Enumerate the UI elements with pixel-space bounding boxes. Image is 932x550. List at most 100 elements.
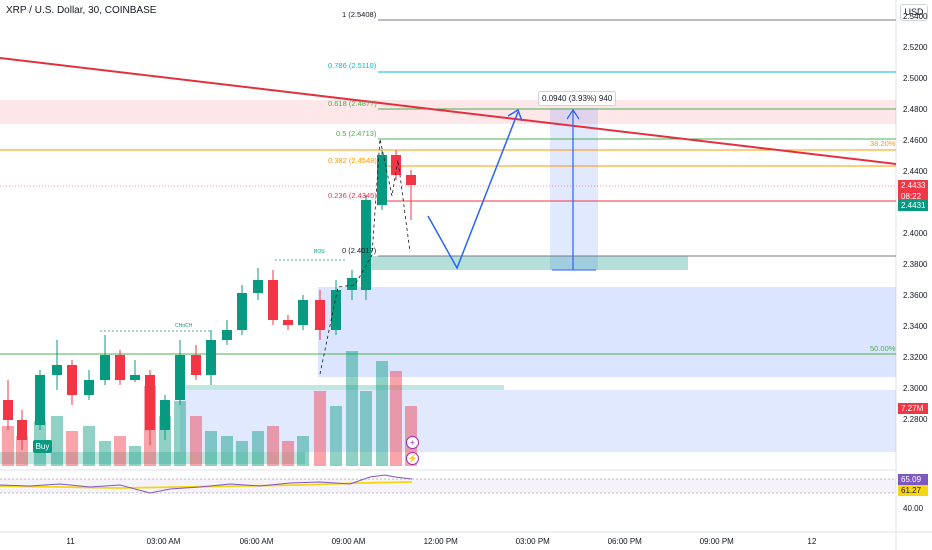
volume-bar xyxy=(2,426,14,466)
volume-badge: 7.27M xyxy=(898,403,928,414)
volume-bar xyxy=(16,436,28,466)
volume-bar xyxy=(252,431,264,466)
price-tick: 2.3200 xyxy=(903,353,928,362)
candle-body xyxy=(315,300,325,330)
fib-label-1: 1 (2.5408) xyxy=(342,10,377,19)
candle-body xyxy=(206,340,216,375)
candle-body xyxy=(175,355,185,400)
rsi-ma-badge: 61.27 xyxy=(898,485,928,496)
volume-bar xyxy=(114,436,126,466)
candle-body xyxy=(283,320,293,325)
candle-body xyxy=(67,365,77,395)
candle-body xyxy=(377,155,387,205)
volume-bar xyxy=(390,371,402,466)
price-tick: 2.4000 xyxy=(903,229,928,238)
volume-bar xyxy=(190,416,202,466)
measure-info-box: 0.0940 (3.93%) 940 xyxy=(538,91,617,106)
candle-body xyxy=(100,355,110,380)
price-tick: 2.2800 xyxy=(903,415,928,424)
demand-zone-lower xyxy=(180,390,896,452)
price-tick: 2.5000 xyxy=(903,74,928,83)
bid-price-badge: 2.4431 xyxy=(898,200,928,211)
rsi-axis-tick: 40.00 xyxy=(903,504,924,513)
time-tick: 12:00 PM xyxy=(423,537,458,546)
candle-body xyxy=(253,280,263,293)
price-tick: 2.5400 xyxy=(903,12,928,21)
symbol-title[interactable]: XRP / U.S. Dollar, 30, COINBASE xyxy=(6,5,157,16)
candle-body xyxy=(298,300,308,325)
fib-label-0382: 0.382 (2.4548) xyxy=(328,156,377,165)
rsi-badge: 65.09 xyxy=(898,474,928,485)
demand-zone-large xyxy=(318,287,896,377)
time-tick: 09:00 PM xyxy=(699,537,734,546)
candle-body xyxy=(35,375,45,425)
price-tick: 2.3400 xyxy=(903,322,928,331)
candle-body xyxy=(391,155,401,175)
plus-icon[interactable]: + xyxy=(406,436,419,449)
fib-label-0236: 0.236 (2.4345) xyxy=(328,191,377,200)
volume-bar xyxy=(99,441,111,466)
bos-label: BOS xyxy=(314,249,325,255)
candle-body xyxy=(130,375,140,380)
candle-body xyxy=(52,365,62,375)
measure-range xyxy=(550,108,598,270)
candle-body xyxy=(331,290,341,330)
volume-bar xyxy=(129,446,141,466)
lightning-icon[interactable]: ⚡ xyxy=(406,452,419,465)
price-tick: 2.4600 xyxy=(903,136,928,145)
volume-bar xyxy=(297,436,309,466)
price-tick: 2.4400 xyxy=(903,167,928,176)
fib-label-0786: 0.786 (2.5110) xyxy=(328,61,377,70)
volume-bar xyxy=(376,361,388,466)
price-tick: 2.3000 xyxy=(903,384,928,393)
price-tick: 2.5200 xyxy=(903,43,928,52)
candle-body xyxy=(361,200,371,290)
time-tick: 06:00 PM xyxy=(607,537,642,546)
projection-arrowhead xyxy=(507,108,523,122)
currency-button[interactable]: USD xyxy=(900,4,928,21)
choch-label: CHoCH xyxy=(175,323,193,329)
price-tick: 2.3800 xyxy=(903,260,928,269)
time-tick: 09:00 AM xyxy=(331,537,366,546)
time-tick: 12 xyxy=(807,537,817,546)
volume-bar xyxy=(66,431,78,466)
zigzag-pattern xyxy=(319,138,411,375)
volume-bar xyxy=(83,426,95,466)
fib-label-05: 0.5 (2.4713) xyxy=(336,129,377,138)
candle-body xyxy=(115,355,125,380)
descending-trendline xyxy=(0,57,897,165)
volume-bar xyxy=(236,441,248,466)
candle-body xyxy=(406,175,416,185)
volume-bar xyxy=(360,391,372,466)
volume-bar xyxy=(346,351,358,466)
volume-bar xyxy=(221,436,233,466)
fib-label-0618: 0.618 (2.4877) xyxy=(328,99,377,108)
candle-body xyxy=(222,330,232,340)
time-tick: 03:00 AM xyxy=(146,537,181,546)
volume-bar xyxy=(282,441,294,466)
candle-body xyxy=(160,400,170,430)
bullish-fvg-zone xyxy=(0,452,305,464)
countdown-badge: 08:22 xyxy=(898,191,928,202)
volume-bar xyxy=(174,401,186,466)
candle-body xyxy=(145,375,155,430)
price-tick: 2.3600 xyxy=(903,291,928,300)
volume-bar xyxy=(267,426,279,466)
candle-body xyxy=(3,400,13,420)
buy-marker: Buy xyxy=(33,440,52,453)
volume-bar xyxy=(314,391,326,466)
time-tick: 06:00 AM xyxy=(239,537,274,546)
projected-path xyxy=(427,111,519,270)
rsi-line xyxy=(0,474,413,494)
volume-bar xyxy=(330,406,342,466)
pct-label-50: 50.00% xyxy=(870,344,896,353)
candle-body xyxy=(237,293,247,330)
candle-body xyxy=(17,420,27,440)
time-tick: 11 xyxy=(66,537,75,546)
pct-label-38: 38.20% xyxy=(870,139,896,148)
target-zone xyxy=(370,256,688,270)
last-price-badge: 2.4433 xyxy=(898,180,928,191)
volume-bar xyxy=(51,416,63,466)
candle-body xyxy=(191,355,201,375)
